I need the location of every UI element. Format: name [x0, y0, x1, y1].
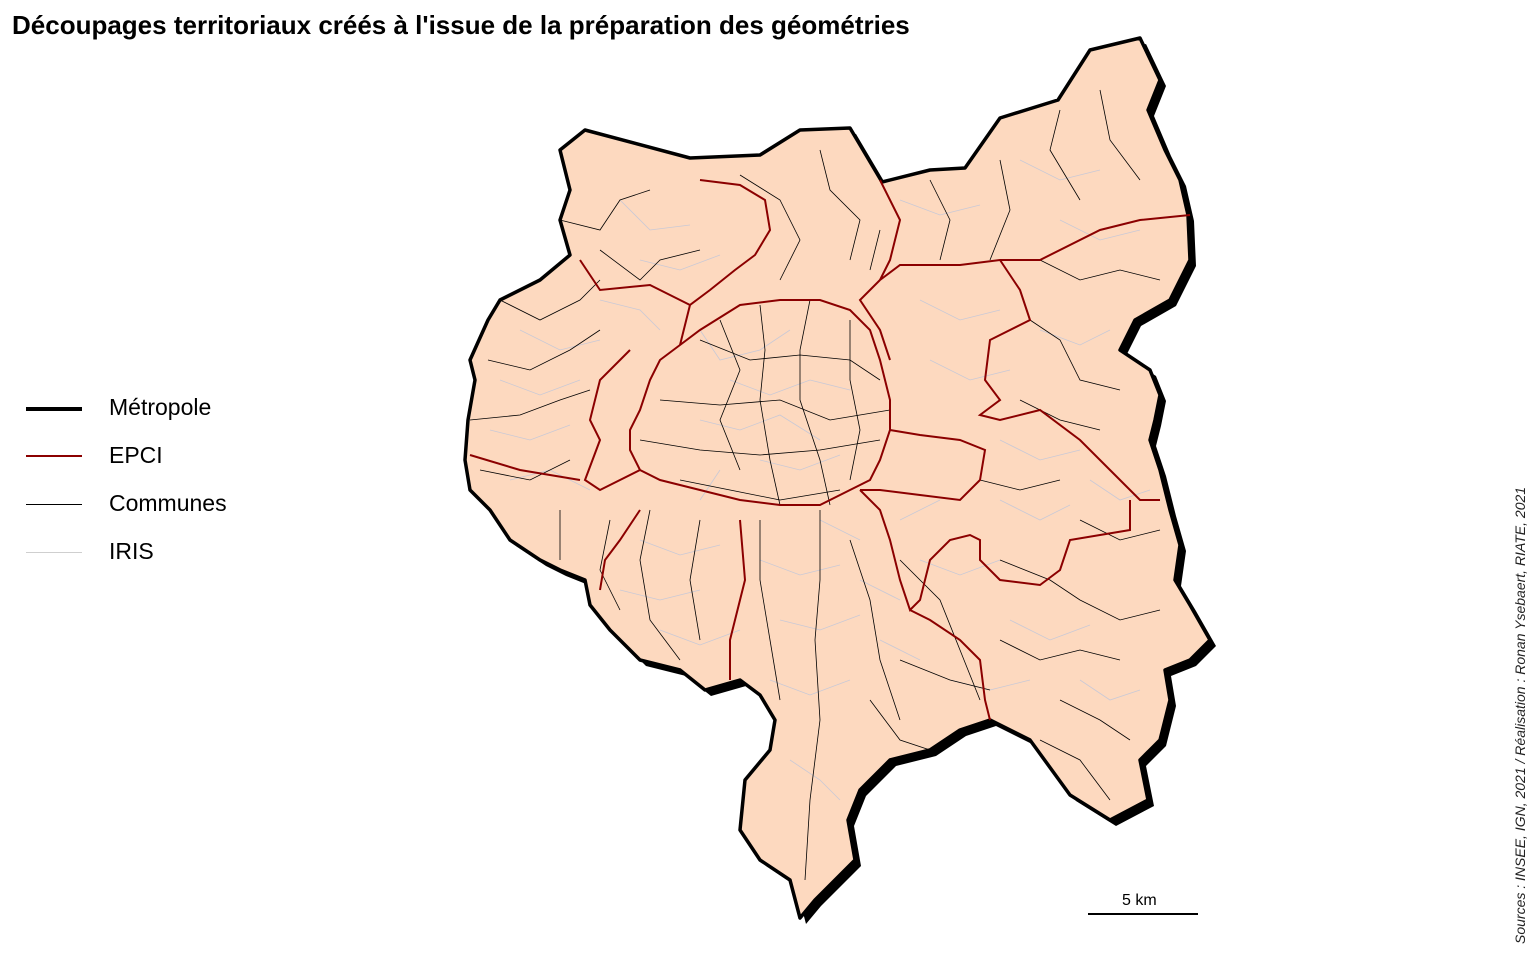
commune-boundaries: [469, 89, 1161, 881]
legend-swatch-epci: [26, 455, 82, 457]
legend-swatch-communes: [26, 504, 82, 505]
legend-swatch-iris: [26, 552, 82, 553]
map-title: Découpages territoriaux créés à l'issue …: [12, 10, 910, 40]
source-credit: Sources : INSEE, IGN, 2021 / Réalisation…: [1512, 486, 1528, 944]
iris-boundaries: [489, 159, 1151, 801]
legend-swatch-metropole: [26, 407, 82, 411]
scale-bar: [1088, 913, 1198, 915]
legend-label-epci: EPCI: [109, 442, 163, 468]
legend-label-metropole: Métropole: [109, 394, 212, 420]
legend-label-communes: Communes: [109, 490, 227, 516]
epci-paris: [629, 299, 891, 506]
legend-label-iris: IRIS: [109, 538, 154, 564]
metropole-outline: [463, 36, 1212, 920]
epci-boundaries: [469, 179, 1191, 721]
scale-label: 5 km: [1122, 892, 1157, 909]
